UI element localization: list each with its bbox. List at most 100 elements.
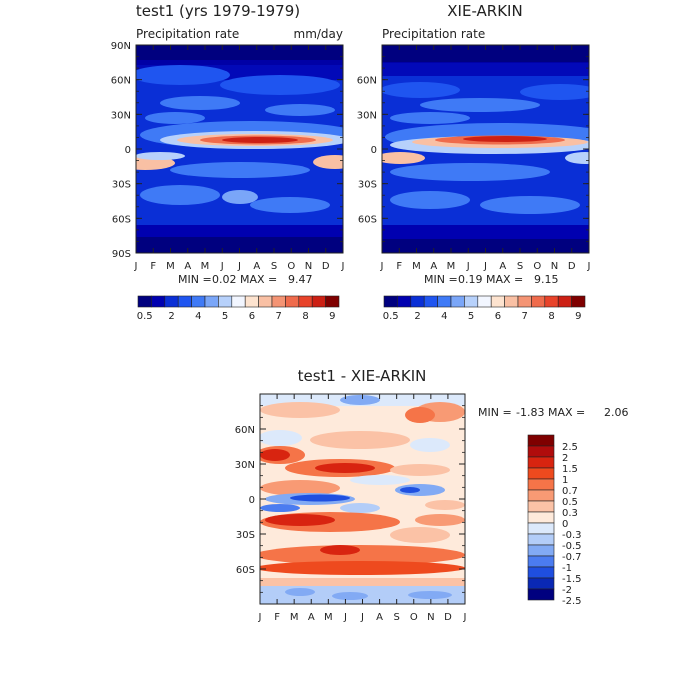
panel2-x-tick-label: A — [499, 261, 506, 272]
colorbar-swatch — [410, 295, 425, 308]
panel2-x-tick: A — [499, 45, 506, 272]
panel2-x-tick: J — [380, 45, 383, 272]
panel1-x-tick-label: J — [341, 261, 345, 272]
colorbar-swatch — [527, 489, 555, 502]
panel3-y-tick-label: 30S — [236, 530, 255, 541]
panel3-y-tick-label: 0 — [249, 495, 255, 506]
colorbar-label: 1.5 — [562, 464, 578, 475]
panel1-y-tick-label: 90S — [112, 249, 131, 260]
colorbar-swatch — [423, 295, 438, 308]
panel1-x-tick-label: S — [271, 261, 277, 272]
panel1-x-tick-label: J — [220, 261, 224, 272]
panel2-y-tick-label: 0 — [371, 145, 377, 156]
panel2-y-axis: 60N 30N 0 30S 60S — [357, 56, 589, 242]
colorbar-swatch — [527, 456, 555, 469]
colorbar-label: 5 — [222, 311, 228, 322]
panel3-x-tick-label: J — [360, 612, 364, 623]
colorbar-swatch — [490, 295, 505, 308]
panel2-min-value: 0.19 — [458, 273, 483, 286]
panel3-x-tick: J — [463, 394, 467, 623]
colorbar-swatch — [571, 295, 586, 308]
colorbar-label: 7 — [522, 311, 528, 322]
colorbar-label: 2.5 — [562, 442, 578, 453]
colorbar-label: 0.3 — [562, 508, 578, 519]
colorbar-swatch — [151, 295, 166, 308]
panel3-max-value: 2.06 — [604, 406, 629, 419]
colorbar-swatch — [527, 500, 555, 513]
colorbar-swatch — [244, 295, 259, 308]
panel3-colorbar: 2.521.510.70.50.30-0.3-0.5-0.7-1-1.5-2-2… — [527, 434, 582, 607]
panel1-x-tick: A — [184, 45, 191, 272]
panel1-x-tick: N — [305, 45, 312, 272]
colorbar-label: -1 — [562, 563, 572, 574]
colorbar-swatch — [544, 295, 559, 308]
colorbar-label: 0.5 — [137, 311, 153, 322]
panel3-x-tick: J — [258, 394, 261, 623]
colorbar-label: -0.5 — [562, 541, 582, 552]
panel1-x-tick: S — [271, 45, 277, 272]
colorbar-swatch — [531, 295, 546, 308]
colorbar-label: 5 — [468, 311, 474, 322]
panel2-x-tick: D — [568, 45, 576, 272]
colorbar-label: 9 — [575, 311, 581, 322]
panel3-x-tick: J — [360, 394, 364, 623]
colorbar-label: 0 — [562, 519, 568, 530]
panel1-plot-area — [136, 45, 343, 253]
panel2-x-tick-label: F — [396, 261, 402, 272]
panel3-x-tick-label: F — [274, 612, 280, 623]
panel1-y-tick: 90S — [112, 249, 343, 260]
panel2-x-tick-label: M — [412, 261, 421, 272]
colorbar-swatch — [477, 295, 492, 308]
panel2-x-tick-label: J — [466, 261, 470, 272]
panel3-y-tick-label: 30N — [235, 460, 255, 471]
colorbar-swatch — [527, 522, 555, 535]
panel1-y-tick-label: 0 — [125, 145, 131, 156]
panel1-x-tick: J — [134, 45, 137, 272]
panel1-x-tick: J — [220, 45, 224, 272]
panel2-x-tick-label: A — [430, 261, 437, 272]
panel3-title: test1 - XIE-ARKIN — [298, 367, 427, 385]
panel3-x-tick-label: J — [463, 612, 467, 623]
colorbar-swatch — [271, 295, 286, 308]
colorbar-label: -1.5 — [562, 574, 582, 585]
colorbar-label: 0.5 — [562, 497, 578, 508]
panel3-min-label: MIN = — [478, 406, 512, 419]
colorbar-swatch — [450, 295, 465, 308]
panel2-x-tick-label: J — [483, 261, 487, 272]
panel2-x-tick: M — [447, 45, 455, 272]
panel3-x-tick-label: M — [290, 612, 299, 623]
colorbar-swatch — [191, 295, 206, 308]
panel2-x-tick: O — [533, 45, 541, 272]
panel2-plot-area — [382, 45, 589, 253]
colorbar-swatch — [437, 295, 452, 308]
panel3-x-tick: O — [410, 394, 418, 623]
panel1-y-tick-label: 60N — [111, 76, 131, 87]
panel1-x-tick-label: A — [184, 261, 191, 272]
panel3-x-tick: A — [308, 394, 315, 623]
panel1-y-tick-label: 60S — [112, 214, 131, 225]
panel1-x-tick-label: F — [150, 261, 156, 272]
colorbar-label: 6 — [495, 311, 501, 322]
panel3-y-tick-label: 60S — [236, 565, 255, 576]
colorbar-label: 6 — [249, 311, 255, 322]
panel1-x-tick: A — [253, 45, 260, 272]
colorbar-swatch — [527, 467, 555, 480]
panel3-x-tick: M — [324, 394, 333, 623]
colorbar-label: 7 — [276, 311, 282, 322]
colorbar-swatch — [383, 295, 398, 308]
panel1-y-tick: 90N — [111, 41, 343, 52]
colorbar-label: 8 — [548, 311, 554, 322]
colorbar-label: 0.7 — [562, 486, 578, 497]
panel3-x-tick-label: N — [427, 612, 434, 623]
panel2-x-tick: J — [466, 45, 470, 272]
panel1-x-tick: M — [166, 45, 175, 272]
panel2-x-tick-label: O — [533, 261, 541, 272]
panel2-colorbar: 0.5 2 4 5 6 7 8 9 — [383, 295, 586, 322]
panel2-x-tick-label: J — [587, 261, 591, 272]
colorbar-swatch — [527, 511, 555, 524]
colorbar-label: 0.5 — [383, 311, 399, 322]
panel3-x-tick-label: J — [343, 612, 347, 623]
panel3-x-tick-label: M — [324, 612, 333, 623]
colorbar-swatch — [311, 295, 326, 308]
